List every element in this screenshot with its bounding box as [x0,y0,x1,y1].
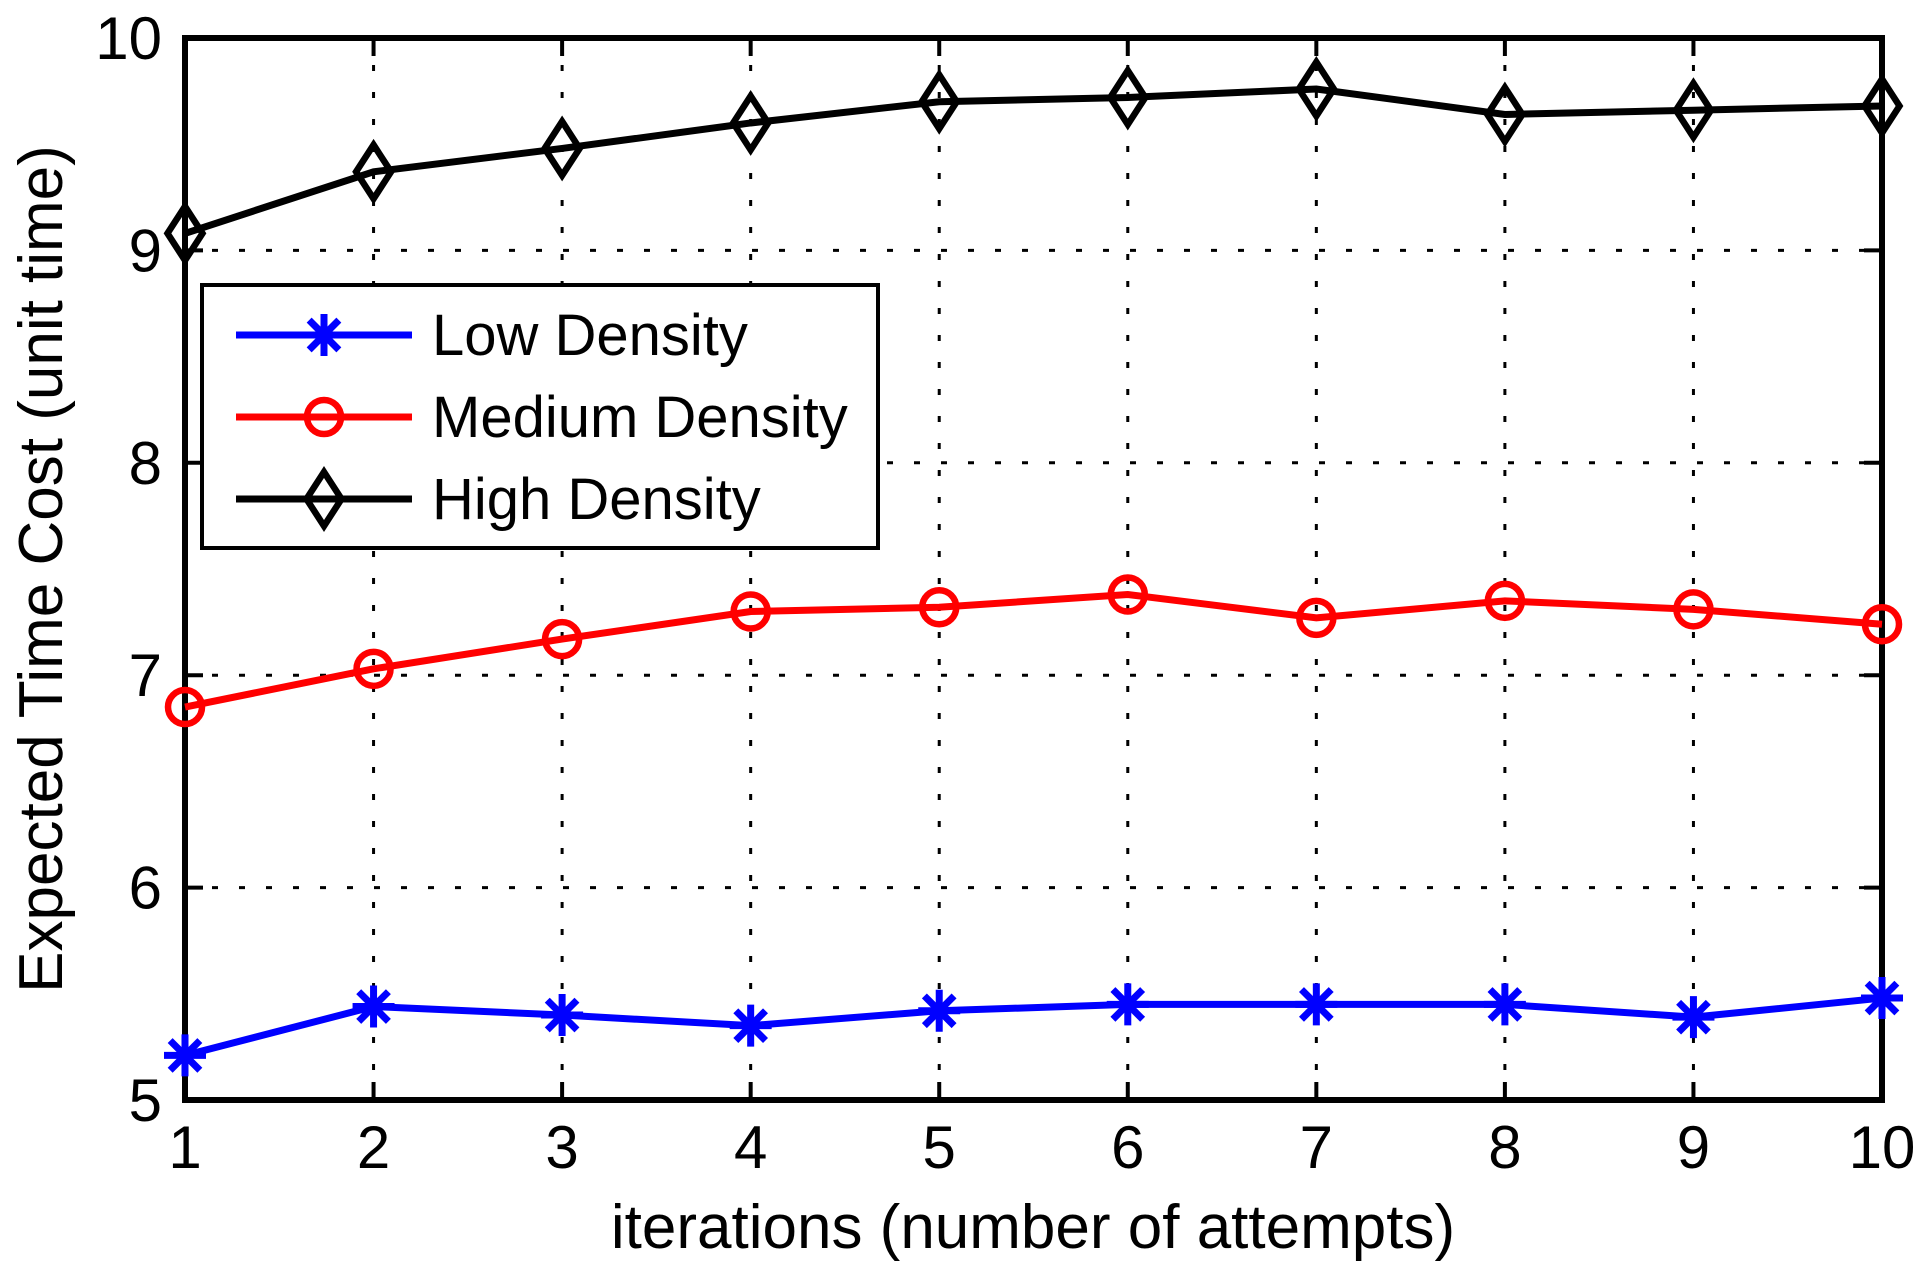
diamond-marker [1106,64,1150,131]
circle-marker [1673,589,1714,630]
circle-marker-icon [303,396,345,438]
plot-area [163,35,1904,1103]
diamond-marker-icon [302,466,346,532]
axis-ticks [183,36,1884,1102]
legend-entry-medium-density: Medium Density [236,385,848,450]
diamond-marker [163,200,207,267]
series-high-density [163,56,1904,267]
x-tick-label: 5 [923,1114,956,1181]
asterisk-marker [918,989,961,1032]
legend-label: High Density [432,467,761,532]
tick-labels: 1 2 3 4 5 6 7 8 9 10 5 6 7 8 9 10 [95,5,1915,1181]
diamond-marker [352,138,395,205]
diamond-marker [917,68,961,135]
diamond-marker [1860,72,1904,139]
y-axis-label: Expected Time Cost (unit time) [7,145,76,993]
asterisk-marker [541,994,584,1037]
diamond-marker [1483,81,1527,148]
series-low-density [164,977,1903,1077]
x-tick-label: 6 [1111,1114,1144,1181]
x-tick-label: 3 [545,1114,578,1181]
circle-marker [1296,597,1337,639]
y-tick-label: 5 [129,1067,162,1134]
asterisk-marker [1861,977,1903,1020]
asterisk-marker-icon [303,314,345,356]
series-medium-density [164,574,1903,728]
x-tick-label: 8 [1488,1114,1521,1181]
series-line [183,85,1883,237]
y-tick-label: 9 [129,217,162,284]
y-tick-label: 8 [129,430,162,497]
circle-marker [164,686,206,728]
x-tick-label: 1 [168,1114,201,1181]
circle-marker [1107,574,1149,615]
x-axis-label: iterations (number of attempts) [611,1193,1455,1262]
legend-entry-low-density: Low Density [236,303,748,368]
series-line [184,590,1883,711]
diamond-marker [1294,56,1338,122]
plot-border [182,35,1885,1103]
asterisk-marker [729,1004,772,1047]
asterisk-marker [352,985,395,1028]
circle-marker [1861,603,1903,645]
asterisk-marker [164,1034,206,1077]
circle-marker [730,591,771,632]
x-tick-label: 7 [1300,1114,1333,1181]
y-tick-label: 6 [129,855,162,922]
legend: Low Density Medium Density High Density [200,283,880,550]
asterisk-marker [1106,983,1149,1026]
diamond-marker [729,89,773,156]
legend-label: Low Density [432,303,748,368]
x-tick-label: 4 [734,1114,767,1181]
circle-marker [1484,580,1526,622]
legend-entry-high-density: High Density [236,466,761,532]
asterisk-marker [1295,983,1338,1026]
circle-marker [541,618,583,660]
y-tick-label: 7 [129,642,162,709]
x-tick-label: 10 [1849,1114,1916,1181]
x-tick-label: 9 [1677,1114,1710,1181]
asterisk-marker [1483,983,1526,1026]
legend-label: Medium Density [432,385,848,450]
series-line [184,994,1883,1059]
grid [185,38,1882,1100]
diamond-marker [1672,77,1715,144]
asterisk-marker [1672,996,1715,1039]
diamond-marker [540,115,584,182]
y-tick-label: 10 [95,5,162,72]
circle-marker [353,648,394,690]
x-tick-label: 2 [357,1114,390,1181]
circle-marker [918,586,960,628]
